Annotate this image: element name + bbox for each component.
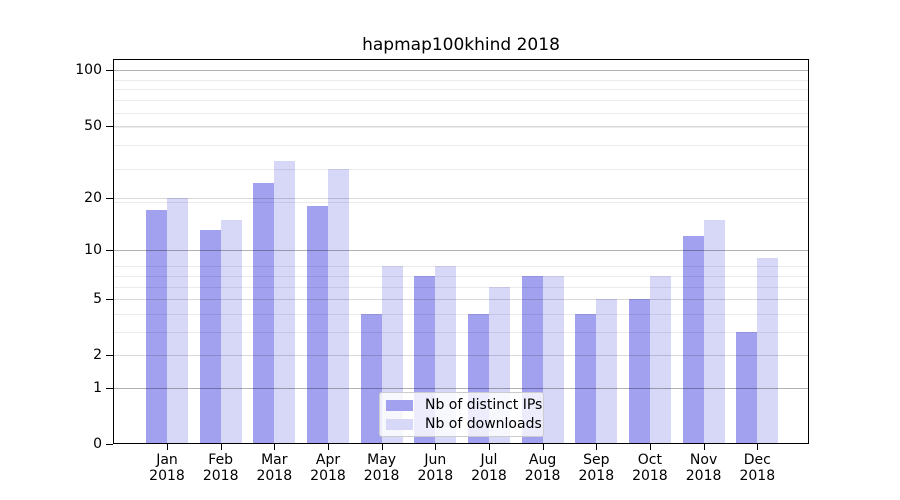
- y-tick-mark-0: [106, 444, 113, 445]
- legend-swatch-distinct-ips: [386, 399, 413, 411]
- x-tick-year: 2018: [256, 468, 293, 484]
- bar-distinct-ips-feb-2018: [199, 230, 221, 443]
- x-tick-mark-jul: [489, 444, 490, 450]
- gridline-minor: [114, 266, 808, 268]
- x-tick-label-mar: Mar 2018: [244, 452, 304, 484]
- gridline-minor: [114, 112, 808, 114]
- legend-label-downloads: Nb of downloads: [425, 416, 542, 432]
- y-tick-label-10: 10: [84, 241, 102, 258]
- bar-downloads-feb-2018: [220, 219, 242, 443]
- x-tick-mark-jan: [167, 444, 168, 450]
- x-tick-mark-mar: [274, 444, 276, 450]
- x-tick-label-feb: Feb 2018: [191, 452, 251, 484]
- y-tick-mark-20: [106, 197, 113, 199]
- gridline-minor: [114, 313, 808, 315]
- gridline-5: [114, 299, 808, 300]
- x-tick-label-aug: Aug 2018: [513, 452, 573, 484]
- x-tick-year: 2018: [363, 468, 400, 484]
- gridline-minor: [114, 100, 808, 102]
- gridline-minor: [114, 127, 808, 129]
- legend-label-distinct-ips: Nb of distinct IPs: [425, 397, 543, 413]
- y-tick-mark-10: [106, 249, 113, 251]
- bar-distinct-ips-mar-2018: [253, 183, 275, 443]
- x-tick-year: 2018: [739, 468, 776, 484]
- gridline-minor: [114, 275, 808, 277]
- bar-downloads-jan-2018: [167, 197, 188, 443]
- y-tick-label-1: 1: [93, 379, 102, 396]
- x-tick-label-sep: Sep 2018: [566, 452, 626, 484]
- x-tick-year: 2018: [149, 468, 185, 484]
- gridline-minor: [114, 201, 808, 203]
- bar-downloads-sep-2018: [596, 299, 618, 443]
- y-tick-label-2: 2: [93, 347, 102, 364]
- legend-item-distinct-ips: Nb of distinct IPs: [386, 397, 542, 413]
- bar-distinct-ips-sep-2018: [575, 313, 597, 443]
- x-tick-mark-sep: [596, 444, 598, 450]
- bar-downloads-oct-2018: [649, 275, 671, 443]
- x-tick-year: 2018: [202, 468, 239, 484]
- gridline-minor: [114, 89, 808, 91]
- y-tick-mark-5: [106, 299, 113, 300]
- y-tick-label-5: 5: [93, 291, 102, 307]
- x-tick-mark-jun: [435, 444, 437, 450]
- bar-downloads-nov-2018: [703, 219, 725, 443]
- bar-distinct-ips-jan-2018: [146, 210, 167, 443]
- bar-distinct-ips-nov-2018: [682, 236, 704, 443]
- x-tick-label-oct: Oct 2018: [620, 452, 680, 484]
- x-tick-label-nov: Nov 2018: [674, 452, 734, 484]
- x-tick-year: 2018: [632, 468, 668, 484]
- gridline-100: [114, 70, 808, 72]
- bar-downloads-mar-2018: [274, 160, 296, 443]
- x-tick-year: 2018: [524, 468, 561, 484]
- legend-swatch-downloads: [386, 418, 413, 430]
- x-tick-mark-oct: [649, 444, 651, 450]
- bar-distinct-ips-dec-2018: [736, 331, 758, 443]
- x-tick-mark-dec: [757, 444, 759, 450]
- gridline-20: [114, 197, 808, 199]
- bar-downloads-aug-2018: [542, 275, 564, 443]
- x-tick-mark-feb: [220, 444, 222, 450]
- bar-distinct-ips-may-2018: [360, 313, 382, 443]
- y-tick-label-50: 50: [84, 117, 102, 134]
- y-tick-mark-50: [106, 125, 113, 127]
- gridline-minor: [114, 168, 808, 170]
- bar-distinct-ips-apr-2018: [306, 205, 328, 443]
- x-tick-mark-aug: [542, 444, 544, 450]
- x-tick-mark-apr: [328, 444, 329, 450]
- x-tick-label-may: May 2018: [352, 452, 412, 484]
- legend-item-downloads: Nb of downloads: [386, 416, 542, 432]
- gridline-minor: [114, 79, 808, 81]
- y-tick-label-100: 100: [75, 62, 102, 79]
- y-tick-mark-2: [106, 355, 113, 357]
- gridline-50: [114, 125, 808, 127]
- x-tick-label-jul: Jul 2018: [459, 452, 519, 484]
- gridline-10: [114, 249, 808, 251]
- x-tick-label-apr: Apr 2018: [298, 452, 358, 484]
- y-tick-label-20: 20: [84, 189, 102, 206]
- y-tick-mark-1: [106, 387, 113, 389]
- legend: Nb of distinct IPs Nb of downloads: [379, 392, 544, 437]
- x-tick-label-jun: Jun 2018: [405, 452, 465, 484]
- x-tick-year: 2018: [471, 468, 507, 484]
- x-tick-year: 2018: [310, 468, 346, 484]
- gridline-minor: [114, 286, 808, 288]
- x-tick-mark-nov: [703, 444, 705, 450]
- bar-downloads-dec-2018: [757, 257, 779, 443]
- x-tick-mark-may: [381, 444, 383, 450]
- y-tick-mark-100: [106, 70, 113, 72]
- x-tick-year: 2018: [685, 468, 722, 484]
- x-tick-label-dec: Dec 2018: [727, 452, 787, 484]
- gridline-1: [114, 387, 808, 389]
- gridline-minor: [114, 145, 808, 147]
- bar-distinct-ips-oct-2018: [628, 299, 650, 443]
- x-tick-year: 2018: [417, 468, 454, 484]
- y-tick-label-0: 0: [93, 436, 102, 452]
- gridline-minor: [114, 331, 808, 333]
- x-tick-label-jan: Jan 2018: [137, 452, 197, 484]
- gridline-2: [114, 355, 808, 357]
- chart-title: hapmap100khind 2018: [362, 35, 560, 55]
- bar-downloads-apr-2018: [327, 168, 349, 443]
- x-tick-year: 2018: [578, 468, 615, 484]
